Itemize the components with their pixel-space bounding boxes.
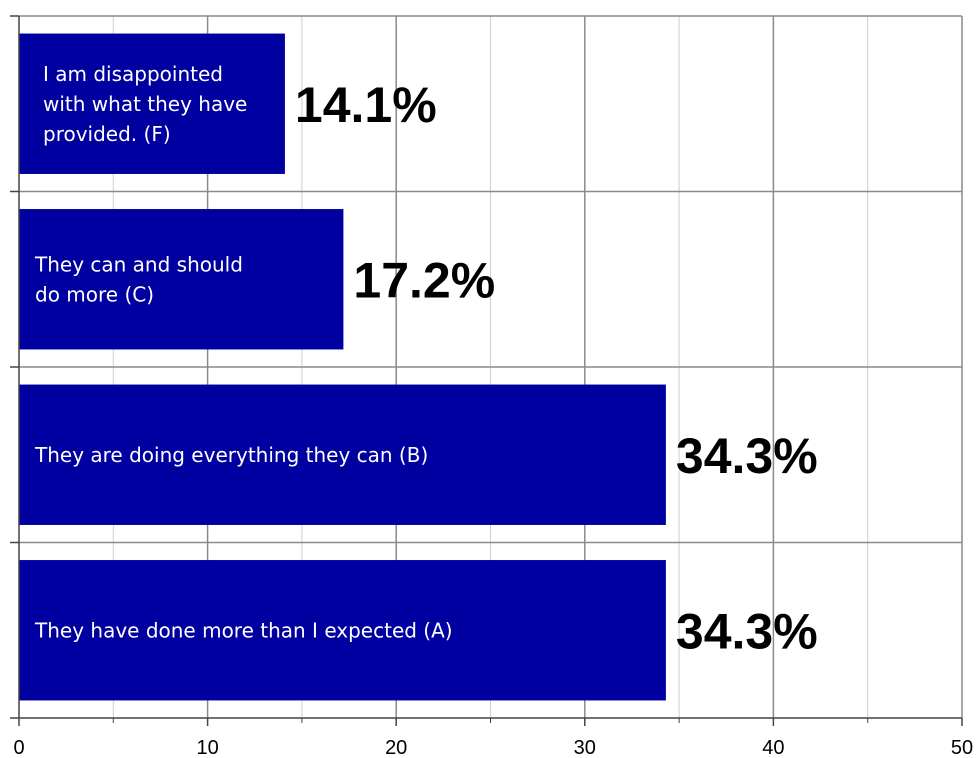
bar-value-label: 14.1%: [295, 77, 437, 133]
bar-category-label-line: provided. (F): [43, 122, 171, 146]
bar-category-label-line: I am disappointed: [43, 62, 223, 86]
x-tick-label: 10: [196, 737, 218, 758]
bar: [19, 33, 285, 174]
bar: [19, 384, 666, 525]
bar-category-label-line: with what they have: [43, 92, 247, 116]
bar-category-label-line: do more (C): [35, 282, 154, 306]
bar-category-label: They are doing everything they can (B): [34, 443, 428, 467]
x-tick-label: 40: [762, 737, 784, 758]
x-tick-label: 20: [385, 737, 407, 758]
bar-value-label: 34.3%: [676, 428, 818, 484]
x-axis-ticks: 0 10 20 30 40 50: [13, 718, 973, 758]
bar: [19, 209, 344, 350]
chart-grid: [19, 15, 963, 718]
bar-value-label: 34.3%: [676, 603, 818, 659]
x-tick-label: 30: [574, 737, 596, 758]
bar-category-label-line: They are doing everything they can (B): [34, 443, 428, 467]
chart-bars: I am disappointed with what they have prov…: [19, 33, 818, 701]
bar-category-label-line: They can and should: [34, 252, 243, 276]
bar-category-label: They have done more than I expected (A): [34, 618, 453, 642]
bar-value-label: 17.2%: [353, 252, 495, 308]
bar: [19, 560, 666, 701]
bar-category-label: I am disappointed with what they have prov…: [43, 62, 247, 146]
x-tick-label: 50: [951, 737, 973, 758]
chart-axes: [10, 15, 962, 719]
bar-category-label: They can and should do more (C): [34, 252, 243, 306]
x-tick-label: 0: [13, 737, 24, 758]
bar-category-label-line: They have done more than I expected (A): [34, 618, 453, 642]
